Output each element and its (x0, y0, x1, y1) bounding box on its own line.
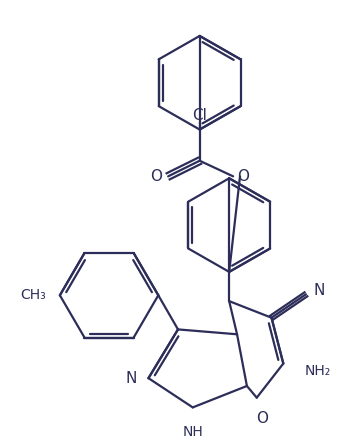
Text: NH: NH (182, 425, 203, 439)
Text: O: O (150, 169, 162, 184)
Text: N: N (314, 283, 325, 298)
Text: NH₂: NH₂ (305, 365, 331, 378)
Text: CH₃: CH₃ (20, 288, 46, 302)
Text: N: N (125, 371, 137, 386)
Text: O: O (256, 411, 268, 426)
Text: O: O (237, 169, 249, 184)
Text: Cl: Cl (192, 108, 207, 123)
